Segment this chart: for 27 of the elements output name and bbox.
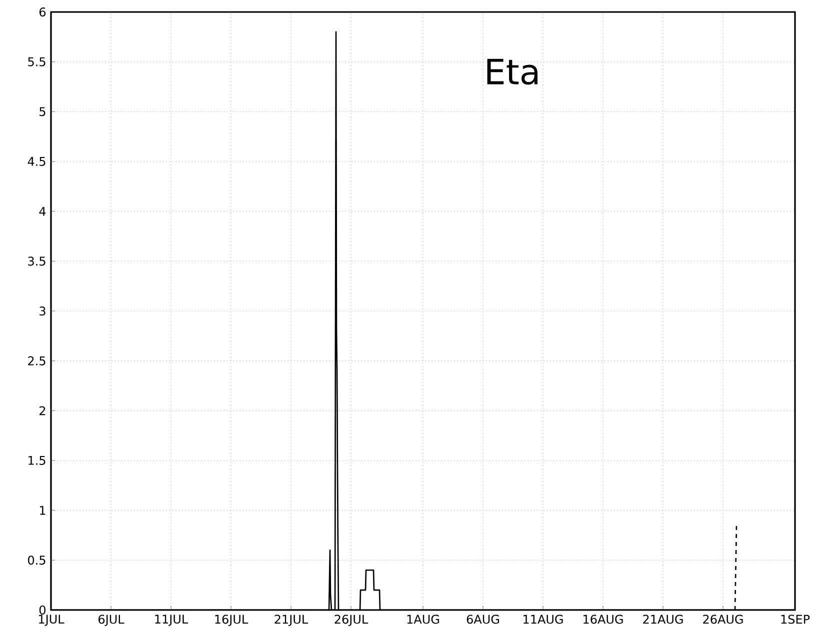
x-tick-label: 16JUL [215, 614, 248, 626]
text: Eta [487, 58, 538, 85]
y-tick-label: 5.5 [28, 57, 46, 66]
y-tick-label: 2.5 [28, 356, 46, 366]
y-tick-label: 4.5 [28, 157, 46, 166]
x-tick-label: 1SEP [781, 614, 810, 624]
y-tick-label: 5 [40, 107, 46, 116]
x-tick-label: 11JUL [155, 614, 188, 626]
x-tick-label: 16AUG [584, 614, 623, 624]
y-tick-label: 3 [40, 306, 46, 316]
x-tick-label: 26AUG [703, 614, 743, 624]
y-tick-label: 6 [39, 7, 46, 17]
y-tick-label: 0.5 [28, 556, 46, 565]
y-tick-label: 3.5 [28, 256, 46, 266]
x-tick-label: 21JUL [274, 614, 308, 626]
y-tick-label: 2 [40, 406, 46, 416]
y-tick-label: 4 [39, 206, 46, 216]
y-tick-label: 1 [40, 506, 46, 515]
x-tick-label: 21AUG [643, 614, 683, 624]
y-tick-label: 1.5 [28, 456, 46, 465]
x-tick-label: 6AUG [466, 614, 499, 624]
x-tick-label: 1AUG [407, 614, 439, 624]
x-tick-label: 1JUL [39, 614, 64, 626]
x-tick-label: 11AUG [524, 614, 563, 624]
y-tick-label: 0 [39, 605, 46, 615]
x-tick-label: 6JUL [98, 614, 124, 626]
x-tick-label: 26JUL [334, 614, 368, 626]
